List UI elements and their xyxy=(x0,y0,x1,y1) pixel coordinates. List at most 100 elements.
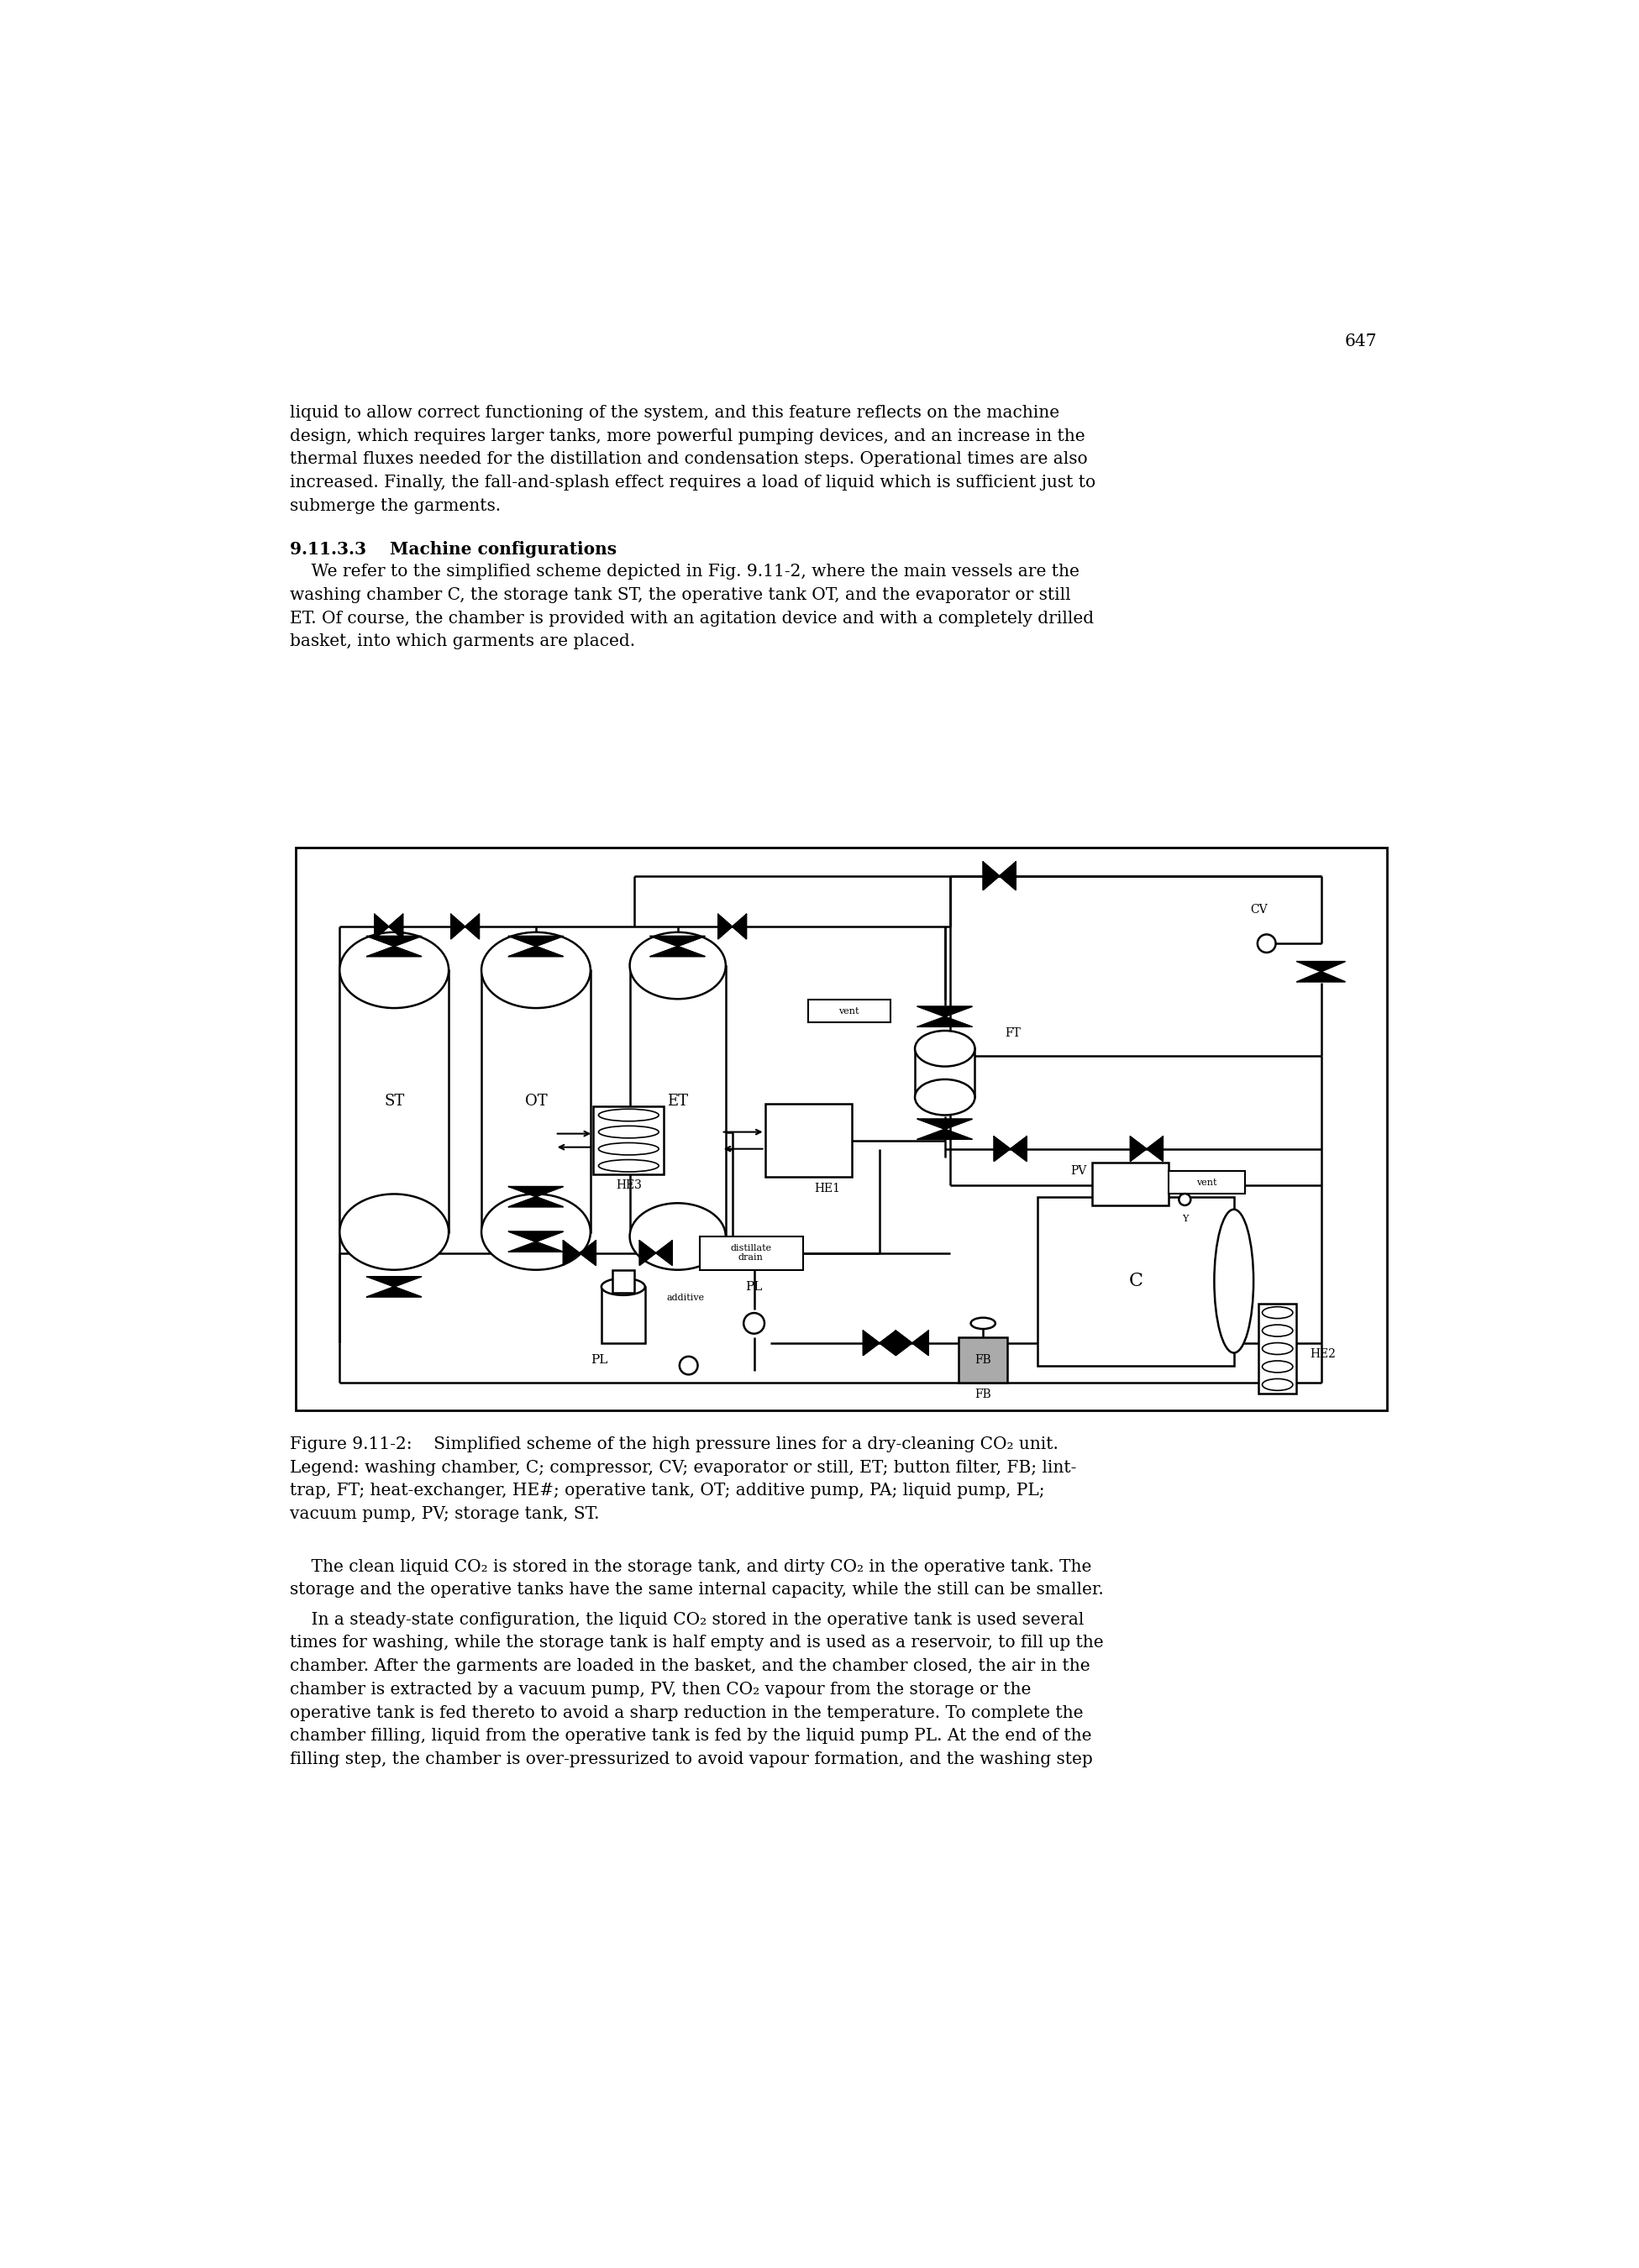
Polygon shape xyxy=(864,1331,880,1356)
Polygon shape xyxy=(451,914,465,939)
Text: OT: OT xyxy=(524,1093,547,1109)
Bar xyxy=(297,848,1387,1411)
Ellipse shape xyxy=(1262,1361,1293,1372)
Ellipse shape xyxy=(1262,1343,1293,1354)
Polygon shape xyxy=(1131,1136,1147,1161)
Text: ST: ST xyxy=(384,1093,405,1109)
Text: PL: PL xyxy=(746,1281,762,1293)
Polygon shape xyxy=(718,914,733,939)
Ellipse shape xyxy=(482,932,590,1007)
Text: design, which requires larger tanks, more powerful pumping devices, and an incre: design, which requires larger tanks, mor… xyxy=(290,429,1085,445)
Bar xyxy=(700,1236,803,1270)
Bar xyxy=(593,1107,664,1175)
Polygon shape xyxy=(367,1286,421,1297)
Polygon shape xyxy=(1296,962,1346,971)
Polygon shape xyxy=(1010,1136,1026,1161)
Text: 9.11.3.3    Machine configurations: 9.11.3.3 Machine configurations xyxy=(290,540,616,558)
Polygon shape xyxy=(639,1241,656,1266)
Bar xyxy=(1169,1170,1244,1193)
Text: washing chamber C, the storage tank ST, the operative tank OT, and the evaporato: washing chamber C, the storage tank ST, … xyxy=(290,587,1070,603)
Ellipse shape xyxy=(598,1143,659,1154)
Text: liquid to allow correct functioning of the system, and this feature reflects on : liquid to allow correct functioning of t… xyxy=(290,404,1059,422)
Polygon shape xyxy=(375,914,388,939)
Bar xyxy=(339,971,449,1232)
Polygon shape xyxy=(508,1198,564,1207)
Ellipse shape xyxy=(915,1080,975,1116)
Bar xyxy=(959,1338,1008,1383)
Bar xyxy=(629,966,726,1236)
Ellipse shape xyxy=(1257,934,1275,953)
Text: times for washing, while the storage tank is half empty and is used as a reservo: times for washing, while the storage tan… xyxy=(290,1635,1103,1651)
Polygon shape xyxy=(508,937,564,946)
Polygon shape xyxy=(580,1241,597,1266)
Polygon shape xyxy=(508,1186,564,1198)
Polygon shape xyxy=(651,937,705,946)
Polygon shape xyxy=(918,1129,972,1139)
Text: 647: 647 xyxy=(1344,333,1377,349)
Text: vacuum pump, PV; storage tank, ST.: vacuum pump, PV; storage tank, ST. xyxy=(290,1506,600,1522)
Polygon shape xyxy=(367,1277,421,1286)
Polygon shape xyxy=(1147,1136,1164,1161)
Bar xyxy=(482,971,590,1232)
Text: vent: vent xyxy=(839,1007,859,1016)
Ellipse shape xyxy=(680,1356,698,1374)
Polygon shape xyxy=(367,937,421,946)
Ellipse shape xyxy=(482,1193,590,1270)
Polygon shape xyxy=(733,914,746,939)
Polygon shape xyxy=(993,1136,1010,1161)
Polygon shape xyxy=(651,946,705,957)
Polygon shape xyxy=(508,946,564,957)
Text: HE1: HE1 xyxy=(815,1182,841,1195)
Text: additive: additive xyxy=(667,1293,705,1302)
Polygon shape xyxy=(983,862,1000,889)
Text: chamber. After the garments are loaded in the basket, and the chamber closed, th: chamber. After the garments are loaded i… xyxy=(290,1658,1090,1674)
Text: submerge the garments.: submerge the garments. xyxy=(290,499,500,515)
Ellipse shape xyxy=(915,1030,975,1066)
Ellipse shape xyxy=(629,1202,726,1270)
Bar xyxy=(613,1270,634,1293)
Polygon shape xyxy=(367,946,421,957)
Ellipse shape xyxy=(744,1313,764,1334)
Polygon shape xyxy=(1000,862,1016,889)
Bar xyxy=(915,1048,975,1098)
Text: trap, FT; heat-exchanger, HE#; operative tank, OT; additive pump, PA; liquid pum: trap, FT; heat-exchanger, HE#; operative… xyxy=(290,1483,1044,1499)
Text: We refer to the simplified scheme depicted in Fig. 9.11-2, where the main vessel: We refer to the simplified scheme depict… xyxy=(290,565,1078,581)
Text: ET: ET xyxy=(667,1093,688,1109)
Polygon shape xyxy=(508,1241,564,1252)
Polygon shape xyxy=(918,1007,972,1016)
Text: chamber is extracted by a vacuum pump, PV, then CO₂ vapour from the storage or t: chamber is extracted by a vacuum pump, P… xyxy=(290,1681,1031,1696)
Polygon shape xyxy=(897,1331,913,1356)
Polygon shape xyxy=(656,1241,672,1266)
Polygon shape xyxy=(508,1232,564,1241)
Text: PV: PV xyxy=(1070,1166,1087,1177)
Bar xyxy=(602,1286,646,1343)
Polygon shape xyxy=(1296,971,1346,982)
Ellipse shape xyxy=(1214,1209,1254,1352)
Text: thermal fluxes needed for the distillation and condensation steps. Operational t: thermal fluxes needed for the distillati… xyxy=(290,451,1087,467)
Text: Figure 9.11-2:    Simplified scheme of the high pressure lines for a dry-cleanin: Figure 9.11-2: Simplified scheme of the … xyxy=(290,1436,1059,1452)
Bar xyxy=(1037,1198,1234,1365)
Polygon shape xyxy=(388,914,403,939)
Text: distillate
drain: distillate drain xyxy=(729,1243,772,1261)
Polygon shape xyxy=(913,1331,929,1356)
Text: chamber filling, liquid from the operative tank is fed by the liquid pump PL. At: chamber filling, liquid from the operati… xyxy=(290,1728,1092,1744)
Ellipse shape xyxy=(339,932,449,1007)
Ellipse shape xyxy=(339,1193,449,1270)
Text: ET. Of course, the chamber is provided with an agitation device and with a compl: ET. Of course, the chamber is provided w… xyxy=(290,610,1093,626)
Ellipse shape xyxy=(970,1318,995,1329)
Text: In a steady-state configuration, the liquid CO₂ stored in the operative tank is : In a steady-state configuration, the liq… xyxy=(290,1613,1083,1628)
Text: basket, into which garments are placed.: basket, into which garments are placed. xyxy=(290,633,634,649)
Bar xyxy=(1259,1304,1296,1393)
Polygon shape xyxy=(880,1331,897,1356)
Text: vent: vent xyxy=(1196,1179,1216,1186)
Ellipse shape xyxy=(598,1125,659,1139)
Text: FT: FT xyxy=(1005,1027,1021,1039)
Text: HE3: HE3 xyxy=(616,1179,641,1191)
Bar xyxy=(765,1105,852,1177)
Text: operative tank is fed thereto to avoid a sharp reduction in the temperature. To : operative tank is fed thereto to avoid a… xyxy=(290,1706,1083,1721)
Ellipse shape xyxy=(629,932,726,998)
Text: CV: CV xyxy=(1251,905,1267,916)
Text: HE2: HE2 xyxy=(1310,1349,1336,1361)
Polygon shape xyxy=(465,914,479,939)
Text: storage and the operative tanks have the same internal capacity, while the still: storage and the operative tanks have the… xyxy=(290,1583,1103,1599)
